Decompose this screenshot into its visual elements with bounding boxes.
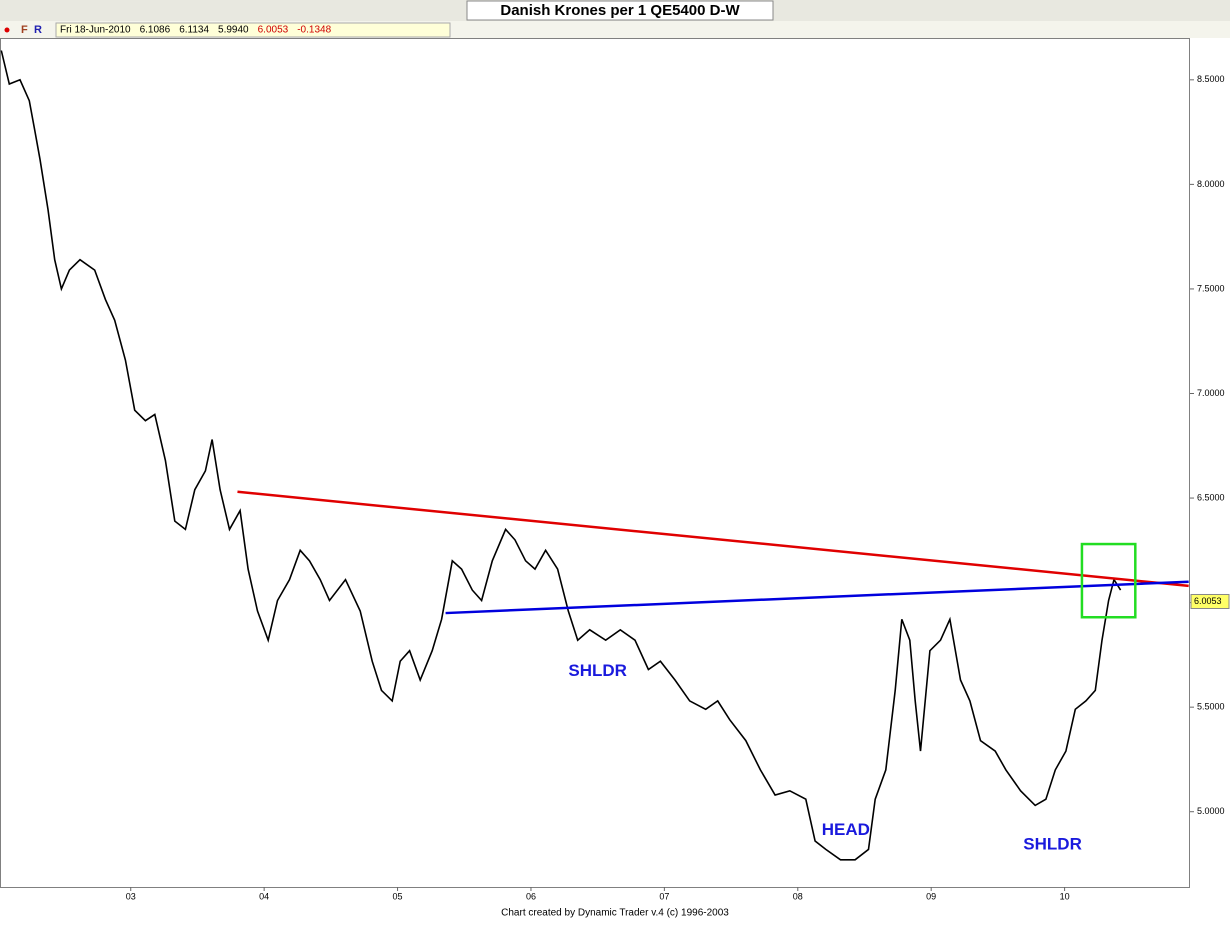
- y-tick-label: 5.5000: [1197, 702, 1225, 712]
- price-line: [0, 50, 1122, 861]
- y-tick-label: 8.5000: [1197, 74, 1225, 84]
- y-tick-label: 7.0000: [1197, 388, 1225, 398]
- highlight-box: [1080, 542, 1137, 619]
- annotation: SHLDR: [568, 661, 627, 680]
- x-tick-label: 10: [1060, 891, 1070, 901]
- y-axis-panel: [1190, 38, 1230, 887]
- y-tick-label: 8.0000: [1197, 179, 1225, 189]
- info-value: -0.1348: [297, 25, 331, 36]
- toolbar-button[interactable]: R: [34, 24, 42, 36]
- last-price-box: [1190, 593, 1230, 609]
- trendline: [445, 580, 1189, 615]
- title-box: [466, 0, 774, 21]
- annotation: SHLDR: [1023, 835, 1082, 854]
- status-dot: [4, 27, 10, 33]
- plot-frame: [0, 38, 1190, 888]
- annotation: HEAD: [822, 820, 870, 839]
- info-value: 6.0053: [258, 25, 289, 36]
- info-value: Fri 18-Jun-2010: [60, 25, 131, 36]
- chart-title: Danish Krones per 1 QE5400 D-W: [500, 2, 740, 19]
- x-tick-label: 03: [126, 891, 136, 901]
- info-value: 6.1134: [179, 25, 209, 36]
- x-tick-label: 09: [926, 891, 936, 901]
- info-value: 6.1086: [140, 25, 171, 36]
- x-tick-label: 06: [526, 891, 536, 901]
- info-value: 5.9940: [218, 25, 249, 36]
- x-tick-label: 04: [259, 891, 269, 901]
- info-box: [55, 22, 451, 38]
- y-tick-label: 7.5000: [1197, 283, 1225, 293]
- info-values: Fri 18-Jun-2010 6.1086 6.1134 5.9940 6.0053-…: [60, 25, 332, 36]
- last-price-label: 6.0053: [1194, 596, 1222, 606]
- trendline: [237, 490, 1189, 588]
- x-tick-label: 05: [393, 891, 403, 901]
- x-tick-label: 07: [659, 891, 669, 901]
- footer: Chart created by Dynamic Trader v.4 (c) …: [501, 908, 729, 919]
- y-tick-label: 5.0000: [1197, 806, 1225, 816]
- y-tick-label: 6.5000: [1197, 492, 1225, 502]
- toolbar-button[interactable]: F: [21, 24, 28, 36]
- x-tick-label: 08: [793, 891, 803, 901]
